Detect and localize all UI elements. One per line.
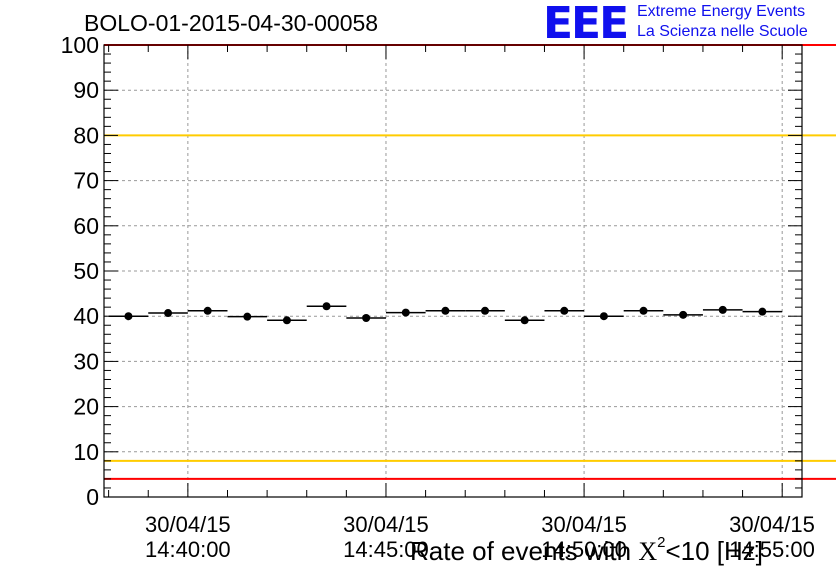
x-tick-date: 30/04/15 bbox=[541, 512, 627, 537]
data-point bbox=[282, 316, 291, 325]
y-tick-label: 20 bbox=[73, 394, 99, 420]
data-point bbox=[639, 306, 648, 315]
x-axis-title-sup: 2 bbox=[657, 534, 666, 551]
data-point bbox=[441, 306, 450, 315]
data-points bbox=[108, 302, 783, 325]
x-axis-title-chi: X bbox=[638, 537, 658, 566]
chart-grid bbox=[104, 45, 802, 497]
logo-text-line1: Extreme Energy Events bbox=[637, 3, 806, 20]
data-point bbox=[124, 312, 133, 321]
reference-lines bbox=[104, 44, 836, 480]
y-axis-tick-labels: 0 10 20 30 40 50 60 70 80 90 100 bbox=[61, 32, 99, 510]
y-tick-label: 50 bbox=[73, 258, 99, 284]
x-axis-title: Rate of events with X2<10 [Hz] bbox=[410, 534, 764, 567]
y-tick-label: 40 bbox=[73, 303, 99, 329]
data-point bbox=[164, 309, 173, 318]
y-tick-label: 10 bbox=[73, 439, 99, 465]
x-axis-title-prefix: Rate of events with bbox=[410, 536, 639, 566]
eee-logo: EEE bbox=[543, 0, 629, 49]
data-point bbox=[718, 305, 727, 314]
data-point bbox=[758, 307, 767, 316]
data-point bbox=[362, 314, 371, 323]
y-tick-label: 90 bbox=[73, 77, 99, 103]
data-point bbox=[322, 302, 331, 311]
y-tick-label: 30 bbox=[73, 348, 99, 374]
y-tick-label: 100 bbox=[61, 32, 99, 58]
x-tick-date: 30/04/15 bbox=[343, 512, 429, 537]
x-tick-time: 14:55:00 bbox=[729, 537, 815, 562]
plot-frame bbox=[103, 44, 803, 498]
data-point bbox=[520, 316, 529, 325]
x-tick-date: 30/04/15 bbox=[145, 512, 231, 537]
x-tick-time: 14:45:00 bbox=[343, 537, 429, 562]
x-tick-time: 14:50:00 bbox=[541, 537, 627, 562]
x-axis-tick-labels: 30/04/1514:40:0030/04/1514:45:0030/04/15… bbox=[145, 512, 815, 562]
data-point bbox=[401, 308, 410, 317]
data-point bbox=[560, 306, 569, 315]
logo-text-line2: La Scienza nelle Scuole bbox=[637, 23, 808, 40]
data-point bbox=[599, 312, 608, 321]
y-tick-label: 80 bbox=[73, 122, 99, 148]
y-tick-label: 0 bbox=[86, 484, 99, 510]
data-point bbox=[679, 310, 688, 319]
y-tick-label: 70 bbox=[73, 168, 99, 194]
data-point bbox=[481, 306, 490, 315]
chart-title: BOLO-01-2015-04-30-00058 bbox=[84, 10, 379, 36]
x-axis-title-suffix: <10 [Hz] bbox=[665, 536, 764, 566]
y-tick-label: 60 bbox=[73, 213, 99, 239]
x-tick-time: 14:40:00 bbox=[145, 537, 231, 562]
x-tick-date: 30/04/15 bbox=[729, 512, 815, 537]
data-point bbox=[203, 306, 212, 315]
data-point bbox=[243, 312, 252, 321]
